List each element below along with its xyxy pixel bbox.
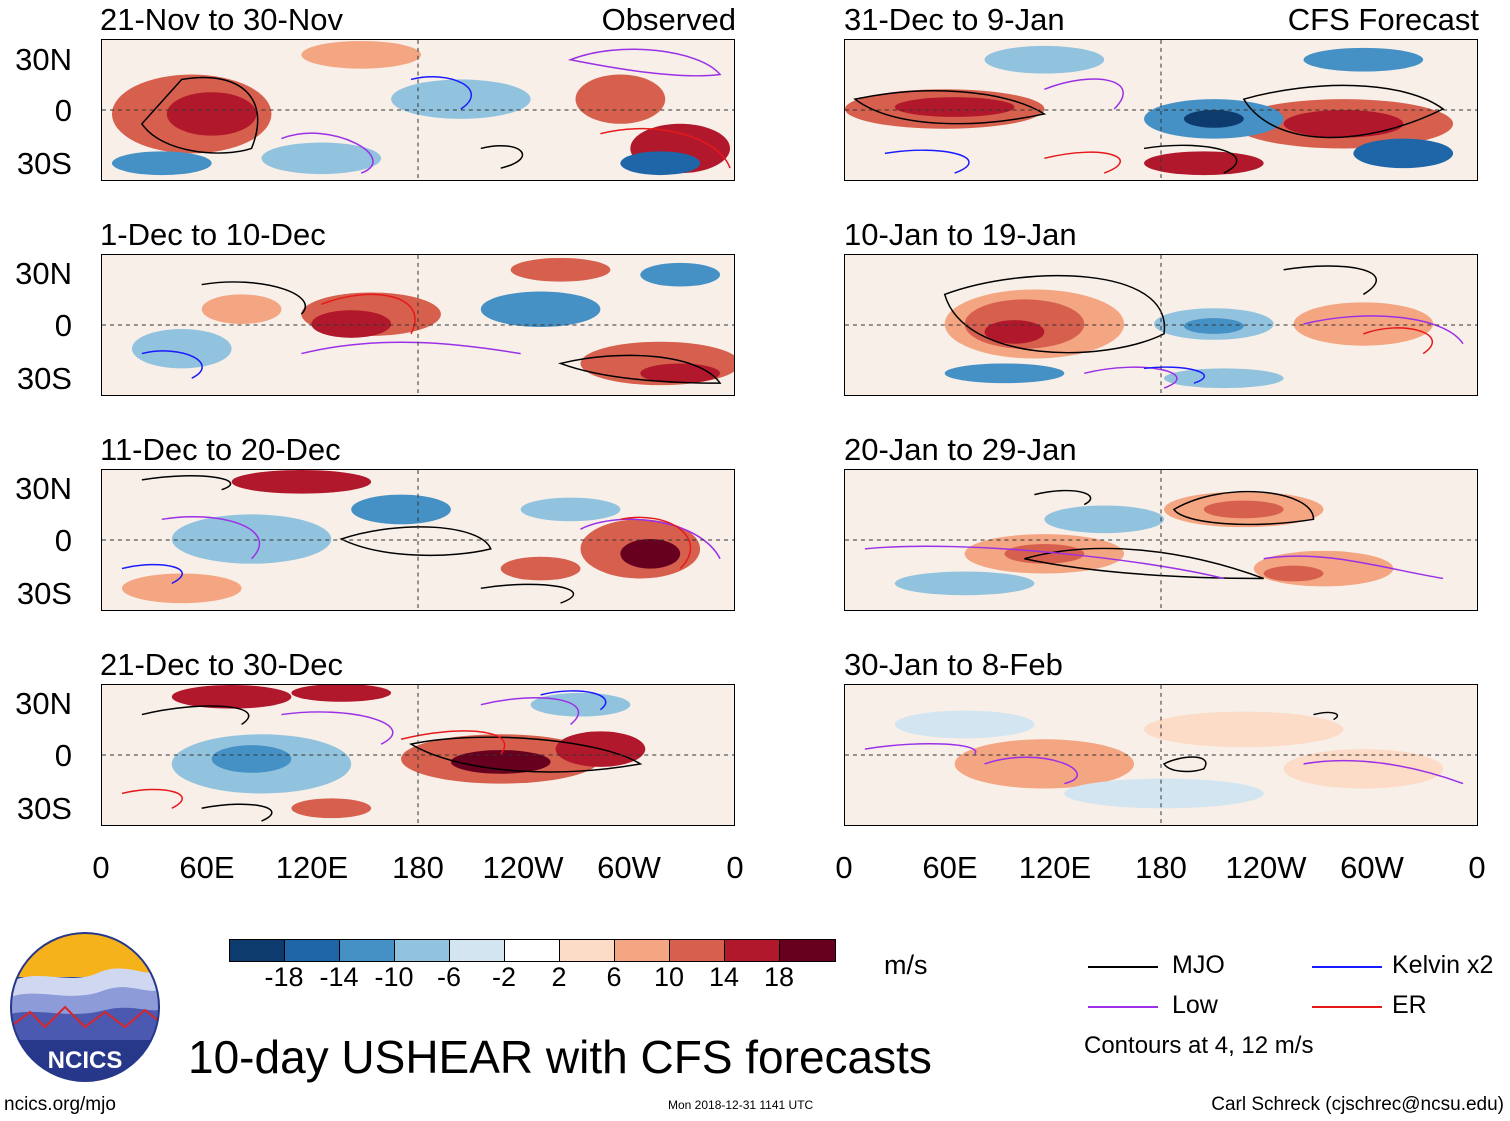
x-label-right-60w: 60W xyxy=(1340,850,1404,885)
y-label-30s-row3: 30S xyxy=(16,576,72,611)
legend-label-er: ER xyxy=(1392,991,1427,1019)
map-panel-fc-1 xyxy=(844,39,1478,181)
x-label-left-0-end: 0 xyxy=(726,850,744,885)
colorbar-swatch-7 xyxy=(560,940,615,961)
legend-line-er xyxy=(1312,1006,1382,1008)
footer-timestamp: Mon 2018-12-31 1141 UTC xyxy=(668,1098,814,1112)
x-label-left-0: 0 xyxy=(92,850,110,885)
x-label-left-120e: 120E xyxy=(275,850,349,885)
panel-title-fc-3: 20-Jan to 29-Jan xyxy=(844,432,1077,467)
colorbar-swatch-5 xyxy=(450,940,505,961)
map-panel-fc-3 xyxy=(844,469,1478,611)
panel-title-obs-3: 11-Dec to 20-Dec xyxy=(100,432,341,467)
y-label-30n-row2: 30N xyxy=(15,256,72,291)
y-label-eq-row4: 0 xyxy=(54,738,72,773)
colorbar-swatch-6 xyxy=(505,940,560,961)
y-label-30s-row2: 30S xyxy=(16,361,72,396)
colorbar-swatch-11 xyxy=(780,940,835,961)
ncics-logo: NCICS xyxy=(10,932,160,1082)
y-label-30s-row1: 30S xyxy=(16,146,72,181)
legend-line-mjo xyxy=(1088,966,1158,968)
colorbar-swatch-9 xyxy=(670,940,725,961)
map-panel-obs-4 xyxy=(101,684,735,826)
legend-note: Contours at 4, 12 m/s xyxy=(1084,1032,1314,1059)
colorbar-swatch-1 xyxy=(230,940,285,961)
main-title: 10-day USHEAR with CFS forecasts xyxy=(188,1031,932,1083)
x-label-left-180: 180 xyxy=(392,850,444,885)
y-label-30s-row4: 30S xyxy=(16,791,72,826)
y-label-30n-row1: 30N xyxy=(15,42,72,77)
colorbar-tick-2: -14 xyxy=(319,962,359,992)
legend-line-kelvin xyxy=(1312,966,1382,968)
y-label-eq-row2: 0 xyxy=(54,308,72,343)
colorbar-swatch-4 xyxy=(395,940,450,961)
observed-label: Observed xyxy=(601,2,736,37)
colorbar-unit: m/s xyxy=(884,950,928,980)
panel-title-obs-4: 21-Dec to 30-Dec xyxy=(100,647,343,682)
map-panel-obs-1 xyxy=(101,39,735,181)
colorbar-tick-9: 14 xyxy=(708,962,740,992)
panel-title-fc-1: 31-Dec to 9-Jan xyxy=(844,2,1065,37)
colorbar-tick-6: 2 xyxy=(551,962,567,992)
y-label-eq-row1: 0 xyxy=(54,93,72,128)
x-label-right-120w: 120W xyxy=(1225,850,1307,885)
x-label-left-120w: 120W xyxy=(482,850,564,885)
y-label-30n-row4: 30N xyxy=(15,686,72,721)
map-panel-fc-4 xyxy=(844,684,1478,826)
colorbar-tick-3: -10 xyxy=(374,962,414,992)
x-label-right-0: 0 xyxy=(835,850,853,885)
legend-line-low xyxy=(1088,1006,1158,1008)
y-label-30n-row3: 30N xyxy=(15,471,72,506)
colorbar-swatch-2 xyxy=(285,940,340,961)
footer-author: Carl Schreck (cjschrec@ncsu.edu) xyxy=(1211,1094,1504,1115)
colorbar-swatch-8 xyxy=(615,940,670,961)
colorbar-swatch-3 xyxy=(340,940,395,961)
map-panel-fc-2 xyxy=(844,254,1478,396)
map-panel-obs-3 xyxy=(101,469,735,611)
colorbar-swatch-10 xyxy=(725,940,780,961)
colorbar-tick-8: 10 xyxy=(653,962,685,992)
map-panel-obs-2 xyxy=(101,254,735,396)
panel-title-obs-2: 1-Dec to 10-Dec xyxy=(100,217,326,252)
panel-title-fc-4: 30-Jan to 8-Feb xyxy=(844,647,1063,682)
colorbar-tick-4: -6 xyxy=(436,962,462,992)
logo-text: NCICS xyxy=(48,1047,123,1074)
x-label-right-60e: 60E xyxy=(922,850,978,885)
colorbar xyxy=(229,939,836,962)
x-label-right-180: 180 xyxy=(1135,850,1187,885)
colorbar-tick-7: 6 xyxy=(606,962,622,992)
x-label-right-0-end: 0 xyxy=(1468,850,1486,885)
legend-label-low: Low xyxy=(1172,991,1218,1019)
legend-label-kelvin: Kelvin x2 xyxy=(1392,951,1494,979)
colorbar-tick-10: 18 xyxy=(763,962,795,992)
forecast-label: CFS Forecast xyxy=(1287,2,1479,37)
panel-title-fc-2: 10-Jan to 19-Jan xyxy=(844,217,1077,252)
x-label-right-120e: 120E xyxy=(1018,850,1092,885)
footer-url[interactable]: ncics.org/mjo xyxy=(4,1094,116,1115)
colorbar-tick-5: -2 xyxy=(491,962,517,992)
panel-title-obs-1: 21-Nov to 30-Nov xyxy=(100,2,343,37)
x-label-left-60e: 60E xyxy=(179,850,235,885)
colorbar-tick-1: -18 xyxy=(264,962,304,992)
legend-label-mjo: MJO xyxy=(1172,951,1225,979)
x-label-left-60w: 60W xyxy=(597,850,661,885)
y-label-eq-row3: 0 xyxy=(54,523,72,558)
